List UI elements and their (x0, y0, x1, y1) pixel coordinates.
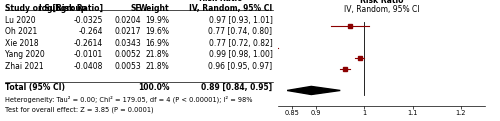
Text: 100.0%: 100.0% (138, 83, 170, 92)
Text: 0.96 [0.95, 0.97]: 0.96 [0.95, 0.97] (208, 62, 272, 71)
Text: 0.0204: 0.0204 (115, 16, 141, 25)
Text: 0.99 [0.98, 1.00]: 0.99 [0.98, 1.00] (208, 50, 272, 59)
Text: 0.89 [0.84, 0.95]: 0.89 [0.84, 0.95] (202, 83, 272, 92)
Text: -0.0408: -0.0408 (74, 62, 102, 71)
Text: 0.0052: 0.0052 (115, 50, 141, 59)
Text: Zhai 2021: Zhai 2021 (5, 62, 44, 71)
Text: Xie 2018: Xie 2018 (5, 39, 38, 48)
Text: 0.77 [0.72, 0.82]: 0.77 [0.72, 0.82] (209, 39, 272, 48)
Text: -0.0325: -0.0325 (74, 16, 102, 25)
Text: 0.77 [0.74, 0.80]: 0.77 [0.74, 0.80] (208, 27, 272, 36)
Text: Test for overall effect: Z = 3.85 (P = 0.0001): Test for overall effect: Z = 3.85 (P = 0… (5, 106, 154, 113)
Text: 16.9%: 16.9% (146, 39, 170, 48)
Text: IV, Random, 95% CI: IV, Random, 95% CI (344, 5, 419, 14)
Text: -0.2614: -0.2614 (74, 39, 102, 48)
Text: 0.0053: 0.0053 (114, 62, 141, 71)
Polygon shape (287, 86, 340, 95)
Text: 21.8%: 21.8% (146, 62, 170, 71)
Text: 0.0217: 0.0217 (115, 27, 141, 36)
Text: log[Risk Ratio]: log[Risk Ratio] (38, 4, 102, 13)
Text: -0.0101: -0.0101 (74, 50, 102, 59)
Text: Weight: Weight (139, 4, 170, 13)
Text: 21.8%: 21.8% (146, 50, 170, 59)
Text: -0.264: -0.264 (78, 27, 102, 36)
Text: SE: SE (131, 4, 141, 13)
Text: Lu 2020: Lu 2020 (5, 16, 36, 25)
Text: 19.9%: 19.9% (146, 16, 170, 25)
Text: 19.6%: 19.6% (146, 27, 170, 36)
Text: Risk Ratio: Risk Ratio (360, 0, 403, 5)
Text: 0.97 [0.93, 1.01]: 0.97 [0.93, 1.01] (208, 16, 272, 25)
Text: Total (95% CI): Total (95% CI) (5, 83, 65, 92)
Text: 0.0343: 0.0343 (114, 39, 141, 48)
Text: Risk Ratio: Risk Ratio (200, 0, 243, 4)
Text: Study or Subgroup: Study or Subgroup (5, 4, 86, 13)
Text: Heterogeneity: Tau² = 0.00; Chi² = 179.05, df = 4 (P < 0.00001); I² = 98%: Heterogeneity: Tau² = 0.00; Chi² = 179.0… (5, 95, 252, 103)
Text: IV, Random, 95% CI: IV, Random, 95% CI (189, 4, 272, 13)
Text: Yang 2020: Yang 2020 (5, 50, 45, 59)
Text: Oh 2021: Oh 2021 (5, 27, 37, 36)
